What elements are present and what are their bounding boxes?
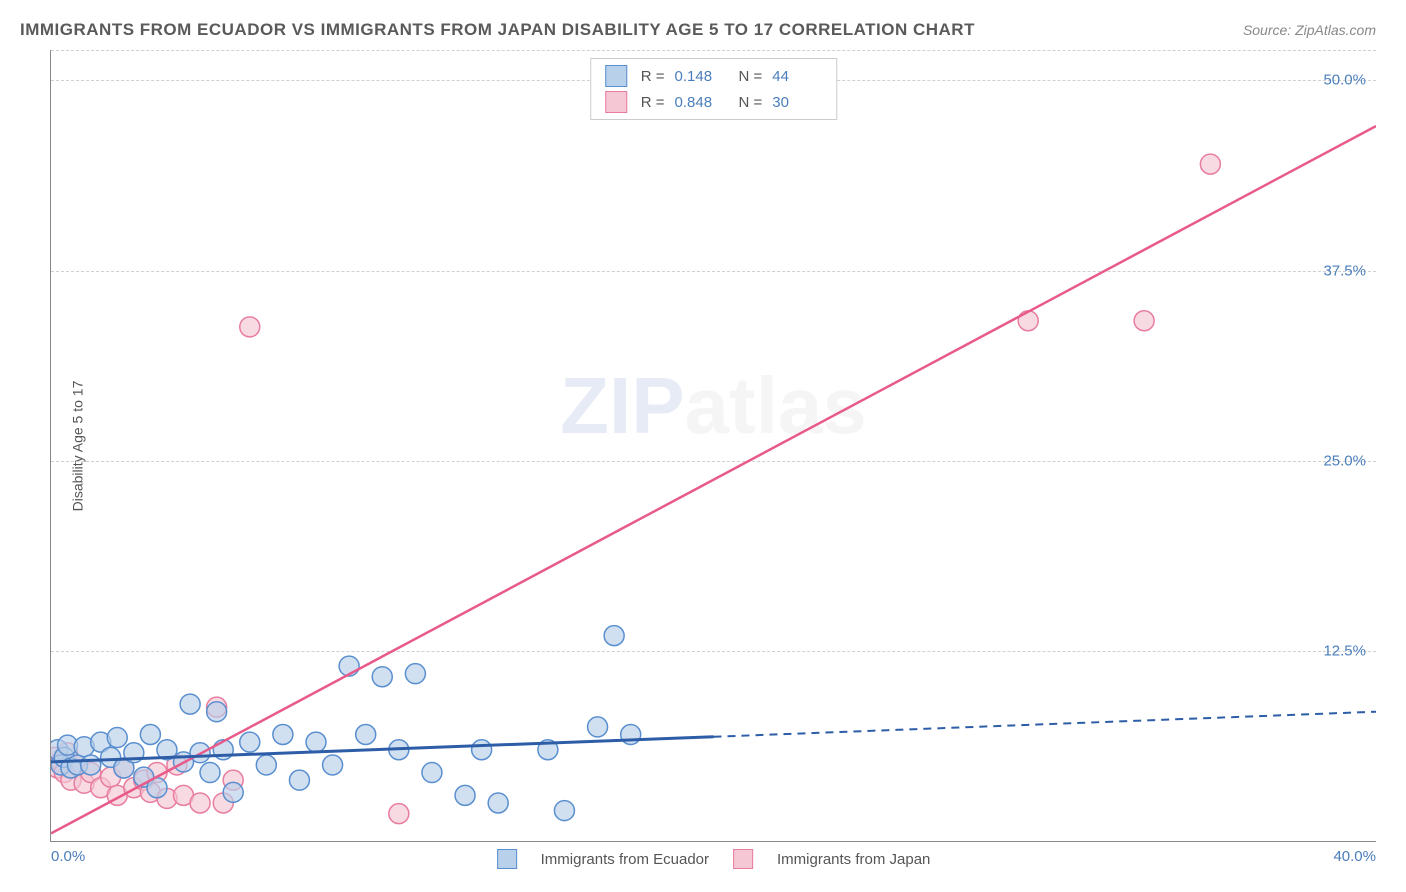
n-label: N = (739, 94, 763, 111)
data-point-japan (240, 317, 260, 337)
data-point-ecuador (81, 755, 101, 775)
data-point-ecuador (422, 763, 442, 783)
data-point-ecuador (256, 755, 276, 775)
data-point-ecuador (604, 626, 624, 646)
data-point-ecuador (372, 667, 392, 687)
data-point-ecuador (180, 694, 200, 714)
data-point-japan (190, 793, 210, 813)
data-point-japan (1200, 154, 1220, 174)
n-value-japan: 30 (772, 94, 822, 111)
trend-line-ecuador-dashed (714, 712, 1377, 737)
data-point-ecuador (207, 702, 227, 722)
r-label: R = (641, 94, 665, 111)
chart-source: Source: ZipAtlas.com (1243, 22, 1376, 38)
source-value: ZipAtlas.com (1295, 22, 1376, 38)
data-point-ecuador (240, 732, 260, 752)
chart-container: IMMIGRANTS FROM ECUADOR VS IMMIGRANTS FR… (0, 0, 1406, 892)
data-point-ecuador (554, 801, 574, 821)
data-point-ecuador (273, 725, 293, 745)
swatch-japan (733, 849, 753, 869)
r-value-ecuador: 0.148 (675, 68, 725, 85)
legend-row-japan: R = 0.848 N = 30 (605, 91, 823, 113)
swatch-ecuador (497, 849, 517, 869)
data-point-ecuador (356, 725, 376, 745)
data-point-ecuador (488, 793, 508, 813)
data-point-japan (389, 804, 409, 824)
x-tick-label: 40.0% (1333, 848, 1376, 865)
x-tick-label: 0.0% (51, 848, 85, 865)
data-point-ecuador (323, 755, 343, 775)
data-point-ecuador (405, 664, 425, 684)
swatch-japan (605, 91, 627, 113)
legend-correlation: R = 0.148 N = 44 R = 0.848 N = 30 (590, 58, 838, 120)
chart-title: IMMIGRANTS FROM ECUADOR VS IMMIGRANTS FR… (20, 20, 975, 40)
plot-svg (51, 50, 1376, 841)
legend-series: Immigrants from Ecuador Immigrants from … (497, 849, 931, 869)
data-point-ecuador (588, 717, 608, 737)
plot-area: ZIPatlas 12.5%25.0%37.5%50.0% R = 0.148 … (50, 50, 1376, 842)
data-point-japan (1134, 311, 1154, 331)
n-label: N = (739, 68, 763, 85)
data-point-ecuador (107, 728, 127, 748)
r-value-japan: 0.848 (675, 94, 725, 111)
data-point-ecuador (223, 782, 243, 802)
data-point-ecuador (200, 763, 220, 783)
r-label: R = (641, 68, 665, 85)
legend-row-ecuador: R = 0.148 N = 44 (605, 65, 823, 87)
trend-line-japan (51, 126, 1376, 833)
data-point-ecuador (472, 740, 492, 760)
n-value-ecuador: 44 (772, 68, 822, 85)
data-point-ecuador (289, 770, 309, 790)
data-point-ecuador (140, 725, 160, 745)
data-point-ecuador (306, 732, 326, 752)
series-label-japan: Immigrants from Japan (777, 851, 930, 868)
data-point-japan (1018, 311, 1038, 331)
swatch-ecuador (605, 65, 627, 87)
series-label-ecuador: Immigrants from Ecuador (541, 851, 709, 868)
source-label: Source: (1243, 22, 1291, 38)
data-point-ecuador (455, 785, 475, 805)
